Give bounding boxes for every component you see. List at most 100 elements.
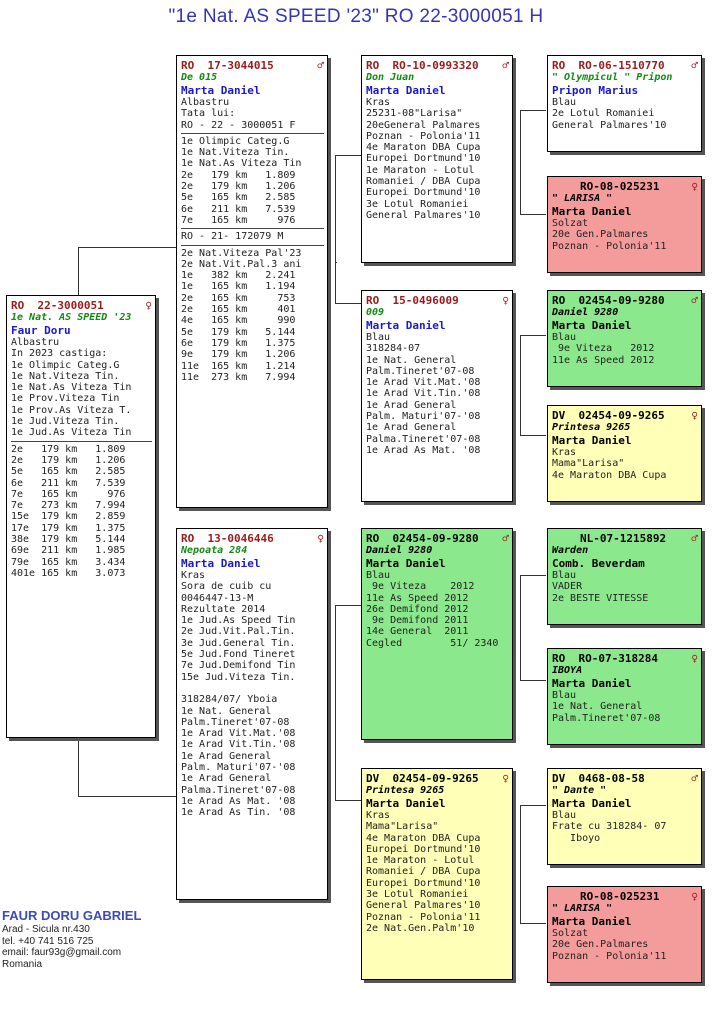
text-line: 2e 179 km 1.206 [11, 454, 126, 466]
owner-name: Marta Daniel [366, 557, 446, 570]
text-line: 2e BESTE VITESSE [552, 592, 649, 604]
owner-name: Marta Daniel [552, 677, 632, 690]
dam-sire-card: RO 02454-09-9280 ♂ Daniel 9280 Marta Dani… [361, 528, 513, 740]
text-line: Tata lui: [181, 108, 236, 120]
owner-name: Pripon Marius [552, 84, 639, 97]
text-line: Poznan - Polonia'11 [552, 240, 667, 252]
ring-number: RO 13-0046446 [181, 532, 274, 545]
text-line: 1e Arad General [181, 750, 272, 762]
ring-number: RO-08-025231 [580, 890, 660, 903]
text-line: 1e Olimpic Categ.G [181, 135, 290, 147]
text-line: 1e Jud.As Speed Tin [181, 615, 296, 627]
ring-number: RO RO-07-318284 [552, 652, 658, 665]
text-line: 1e Nat. General [181, 705, 272, 717]
text-line: 1e Nat.As Viteza Tin [181, 158, 302, 170]
text-line: 3e Lotul Romaniei [366, 198, 469, 210]
divider [181, 132, 324, 134]
connector [78, 247, 79, 295]
text-line: 318284-07 [366, 343, 421, 355]
pigeon-name: " Olympicul " Pripon [552, 72, 673, 83]
male-symbol-icon: ♂ [502, 59, 509, 72]
text-line: Albastru [181, 97, 230, 108]
ring-number: RO 02454-09-9280 [552, 294, 665, 307]
text-line: 2e Jud.Vit.Pal.Tin. [181, 626, 296, 638]
text-line: 11e 273 km 7.994 [181, 371, 296, 383]
owner-name: Faur Doru [11, 324, 71, 337]
text-line: 9e 179 km 1.206 [181, 349, 296, 361]
text-line: Blau [366, 570, 391, 581]
text-line: 2e Lotul Romaniei [552, 108, 655, 120]
text-line: Blau [552, 690, 577, 701]
connector [335, 155, 336, 303]
connector [78, 247, 176, 248]
text-line: Palma.Tineret'07-08 [181, 784, 296, 796]
connector [520, 805, 546, 806]
text-line: 5e 165 km 2.585 [181, 192, 296, 204]
ring-number: RO 15-0496009 [366, 294, 459, 307]
text-line: 1e Arad As Tin. '08 [181, 807, 296, 819]
info-lines: Kras Mama"Larisa" 4e Maraton DBA Cupa [552, 447, 698, 481]
text-line: Europei Dortmund'10 [366, 843, 481, 855]
text-line: General Palmares'10 [366, 209, 481, 221]
text-line: 1e Nat. General [552, 701, 643, 713]
text-line: Mama"Larisa" [366, 821, 439, 833]
results-list: 2e 179 km 1.809 2e 179 km 1.206 5e 165 km … [11, 444, 152, 580]
text-line: 7e 165 km 976 [181, 214, 296, 226]
text-line: Europei Dortmund'10 [366, 187, 481, 199]
subject-card: RO 22-3000051 ♀ 1e Nat. AS SPEED '23 Faur… [6, 295, 156, 738]
text-line: 1e Arad Vit.Mat.'08 [366, 377, 481, 389]
pigeon-name: Nepoata 284 [181, 545, 248, 556]
male-symbol-icon: ♂ [691, 772, 698, 785]
text-line: Poznan - Polonia'11 [552, 950, 667, 962]
text-line: 1e Nat.Viteza Tin. [11, 370, 120, 382]
ring-number: RO 17-3044015 [181, 59, 274, 72]
pigeon-name: Warden [552, 545, 589, 556]
connector [335, 605, 336, 800]
text-line: Frate cu 318284- 07 [552, 821, 667, 833]
pigeon-name: " Dante " [552, 785, 607, 796]
text-line: 1e Arad General [366, 399, 457, 411]
info-lines: Solzat 20e Gen.Palmares Poznan - Polonia'1… [552, 928, 698, 962]
dam-dam-card: DV 02454-09-9265 ♀ Printesa 9265 Marta Da… [361, 768, 513, 980]
text-line: Cegled 51/ 2340 [366, 637, 499, 649]
text-line: Romaniei / DBA Cupa [366, 176, 481, 188]
text-line: 1e Arad General [366, 422, 457, 434]
text-line: 14e General 2011 [366, 626, 469, 638]
text-line: 7e 273 km 7.994 [11, 500, 126, 512]
text-line: Poznan - Polonia'11 [366, 130, 481, 142]
pedigree-title: "1e Nat. AS SPEED '23" RO 22-3000051 H [168, 6, 544, 27]
text-line: 2e 179 km 1.206 [181, 181, 296, 193]
text-line: 20e Gen.Palmares [552, 229, 649, 241]
text-line: 5e 179 km 5.144 [181, 326, 296, 338]
ring-number: DV 02454-09-9265 [552, 409, 665, 422]
owner-name: Marta Daniel [552, 797, 632, 810]
connector [520, 923, 546, 924]
breeder-name: FAUR DORU GABRIEL [2, 908, 142, 923]
owner-name: Marta Daniel [366, 797, 446, 810]
ancestor-card-3: RO 02454-09-9280 ♂ Daniel 9280 Marta Dani… [547, 290, 702, 387]
info-lines: Solzat 20e Gen.Palmares Poznan - Polonia'1… [552, 218, 698, 252]
text-line: Kras [366, 810, 391, 821]
text-line: 1e Prov.As Viteza T. [11, 404, 132, 416]
info-lines: Blau Frate cu 318284- 07 Iboyo [552, 810, 698, 844]
text-line: RO - 22 - 3000051 F [181, 119, 296, 131]
text-line: 1e 382 km 2.241 [181, 270, 296, 282]
owner-name: Marta Daniel [552, 205, 632, 218]
divider [11, 440, 152, 442]
text-line: 1e Prov.Viteza Tin [11, 393, 120, 405]
text-line: Poznan - Polonia'11 [366, 911, 481, 923]
pigeon-name: " LARISA " [552, 193, 613, 204]
text-line: 6e 211 km 7.539 [11, 477, 126, 489]
info-lines: Blau 9e Viteza 2012 11e As Speed 2012 26e … [366, 570, 509, 649]
text-line: 1e Arad Vit.Tin.'08 [366, 388, 481, 400]
female-symbol-icon: ♀ [502, 294, 509, 307]
male-symbol-icon: ♂ [502, 532, 509, 545]
text-line: In 2023 castiga: [11, 348, 108, 360]
text-line: 11e As Speed 2012 [366, 592, 469, 604]
text-line: 17e 179 km 1.375 [11, 522, 126, 534]
info-lines: RO - 21- 172079 M [181, 231, 324, 242]
ring-number: DV 0468-08-58 [552, 772, 645, 785]
text-line: Palma.Tineret'07-08 [366, 433, 481, 445]
pigeon-name: Daniel 9280 [552, 307, 619, 318]
male-symbol-icon: ♂ [691, 294, 698, 307]
